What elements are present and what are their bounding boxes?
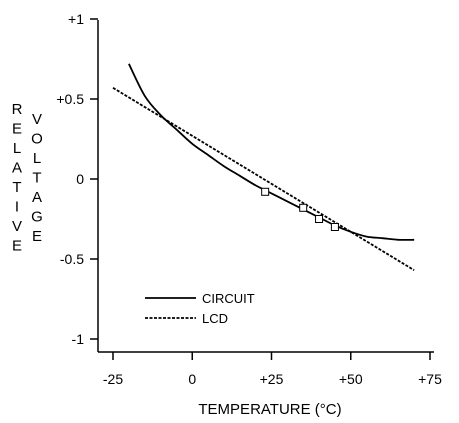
circuit-series-line xyxy=(128,63,415,241)
y-tick-label: -1 xyxy=(72,331,85,347)
x-tick-label: +25 xyxy=(260,371,284,387)
y-axis-title-letter: E xyxy=(12,121,22,138)
y-axis-title-letter: A xyxy=(32,189,42,206)
y-tick-label: 0 xyxy=(76,171,84,187)
y-axis-title-letter: I xyxy=(15,199,19,216)
y-axis-title-letter: E xyxy=(32,228,42,245)
y-axis-ticks: +1 +0.5 0 -0.5 -1 xyxy=(56,11,98,347)
data-marker xyxy=(299,203,308,212)
y-tick-label: +0.5 xyxy=(56,91,84,107)
y-axis-title-letter: T xyxy=(32,170,41,187)
y-axis-title-letter: L xyxy=(13,140,21,157)
x-tick-label: +75 xyxy=(418,371,442,387)
data-marker xyxy=(315,215,324,223)
y-tick-label: -0.5 xyxy=(60,251,84,267)
x-tick-label: 0 xyxy=(188,371,196,387)
y-axis-title-letter: T xyxy=(12,179,21,196)
y-axis-title-letter: G xyxy=(31,209,43,226)
legend: CIRCUIT LCD xyxy=(145,291,255,326)
legend-label-circuit: CIRCUIT xyxy=(202,291,255,306)
x-tick-label: -25 xyxy=(103,371,123,387)
x-axis-title: TEMPERATURE (°C) xyxy=(198,401,341,418)
y-axis-title-letter: E xyxy=(12,238,22,255)
legend-label-lcd: LCD xyxy=(202,311,228,326)
y-tick-label: +1 xyxy=(68,11,84,27)
x-axis-ticks: -25 0 +25 +50 +75 xyxy=(103,352,442,387)
y-axis-title-letter: O xyxy=(31,131,43,148)
data-marker xyxy=(330,223,339,231)
data-marker xyxy=(261,187,270,196)
y-axis-title-letter: V xyxy=(12,218,22,235)
y-axis-title-letter: V xyxy=(32,111,42,128)
x-tick-label: +50 xyxy=(339,371,363,387)
y-axis-title-letter: A xyxy=(12,160,22,177)
y-axis-title-letter: L xyxy=(33,150,41,167)
data-markers xyxy=(261,187,339,231)
lcd-series-line xyxy=(112,87,415,271)
y-axis-title-letter: R xyxy=(12,101,23,118)
